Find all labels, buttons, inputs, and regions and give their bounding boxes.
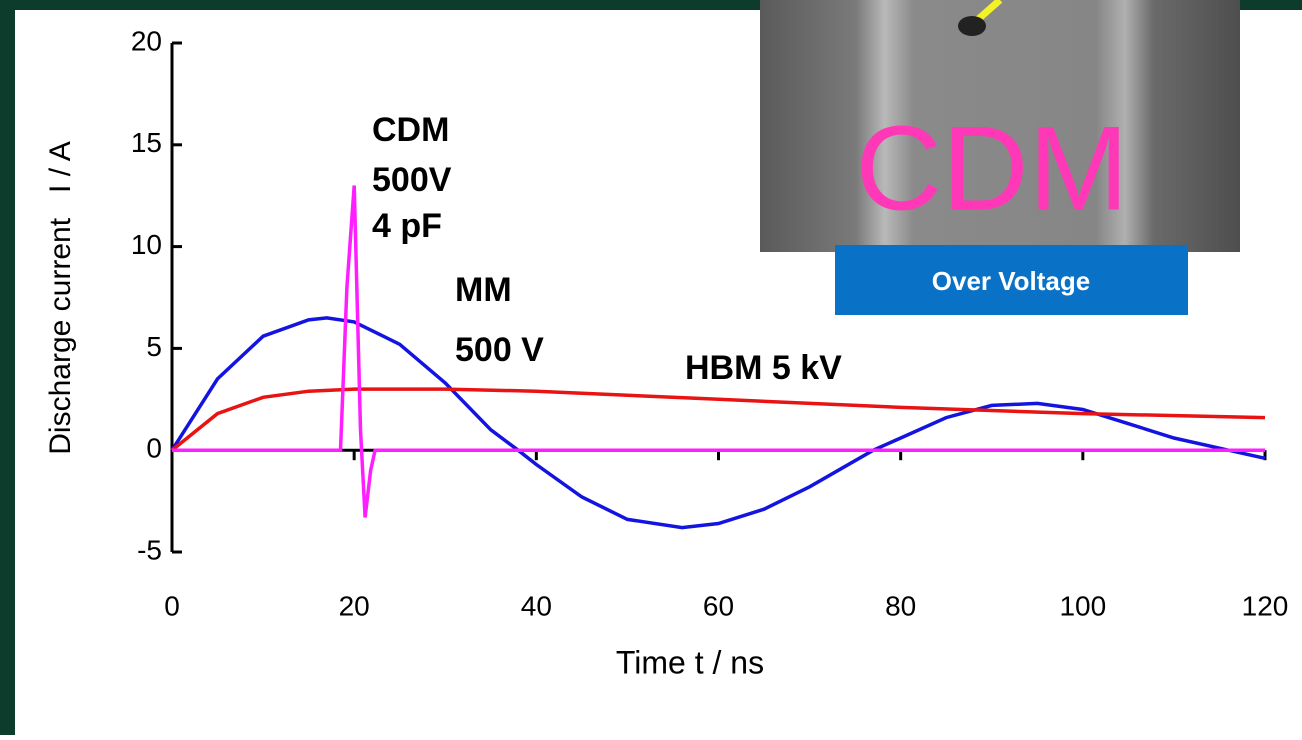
x-tick-label: 20 — [339, 590, 370, 621]
slide: -505101520020406080100120 Discharge curr… — [0, 0, 1302, 735]
annotation: 500V — [372, 161, 452, 199]
y-tick-label: -5 — [137, 534, 162, 565]
annotation: HBM 5 kV — [685, 349, 842, 387]
y-tick-label: 15 — [131, 127, 162, 158]
annotation: 4 pF — [372, 207, 442, 245]
x-tick-label: 120 — [1242, 590, 1289, 621]
x-tick-label: 80 — [885, 590, 916, 621]
annotation: 500 V — [455, 331, 544, 369]
y-tick-label: 20 — [131, 25, 162, 56]
annotation: MM — [455, 271, 512, 309]
x-tick-label: 100 — [1059, 590, 1106, 621]
annotation: CDM — [372, 111, 449, 149]
x-axis-label: Time t / ns — [616, 644, 764, 680]
x-tick-label: 40 — [521, 590, 552, 621]
y-axis-label: Discharge current I / A — [44, 141, 77, 454]
photo-text: CDM — [855, 102, 1128, 236]
bond — [958, 16, 986, 36]
x-tick-label: 60 — [703, 590, 734, 621]
caption: Over Voltage — [932, 266, 1090, 296]
y-tick-label: 0 — [146, 433, 162, 464]
x-tick-label: 0 — [164, 590, 180, 621]
inset-photo: CDM — [760, 0, 1240, 252]
y-tick-label: 5 — [146, 331, 162, 362]
y-tick-label: 10 — [131, 229, 162, 260]
